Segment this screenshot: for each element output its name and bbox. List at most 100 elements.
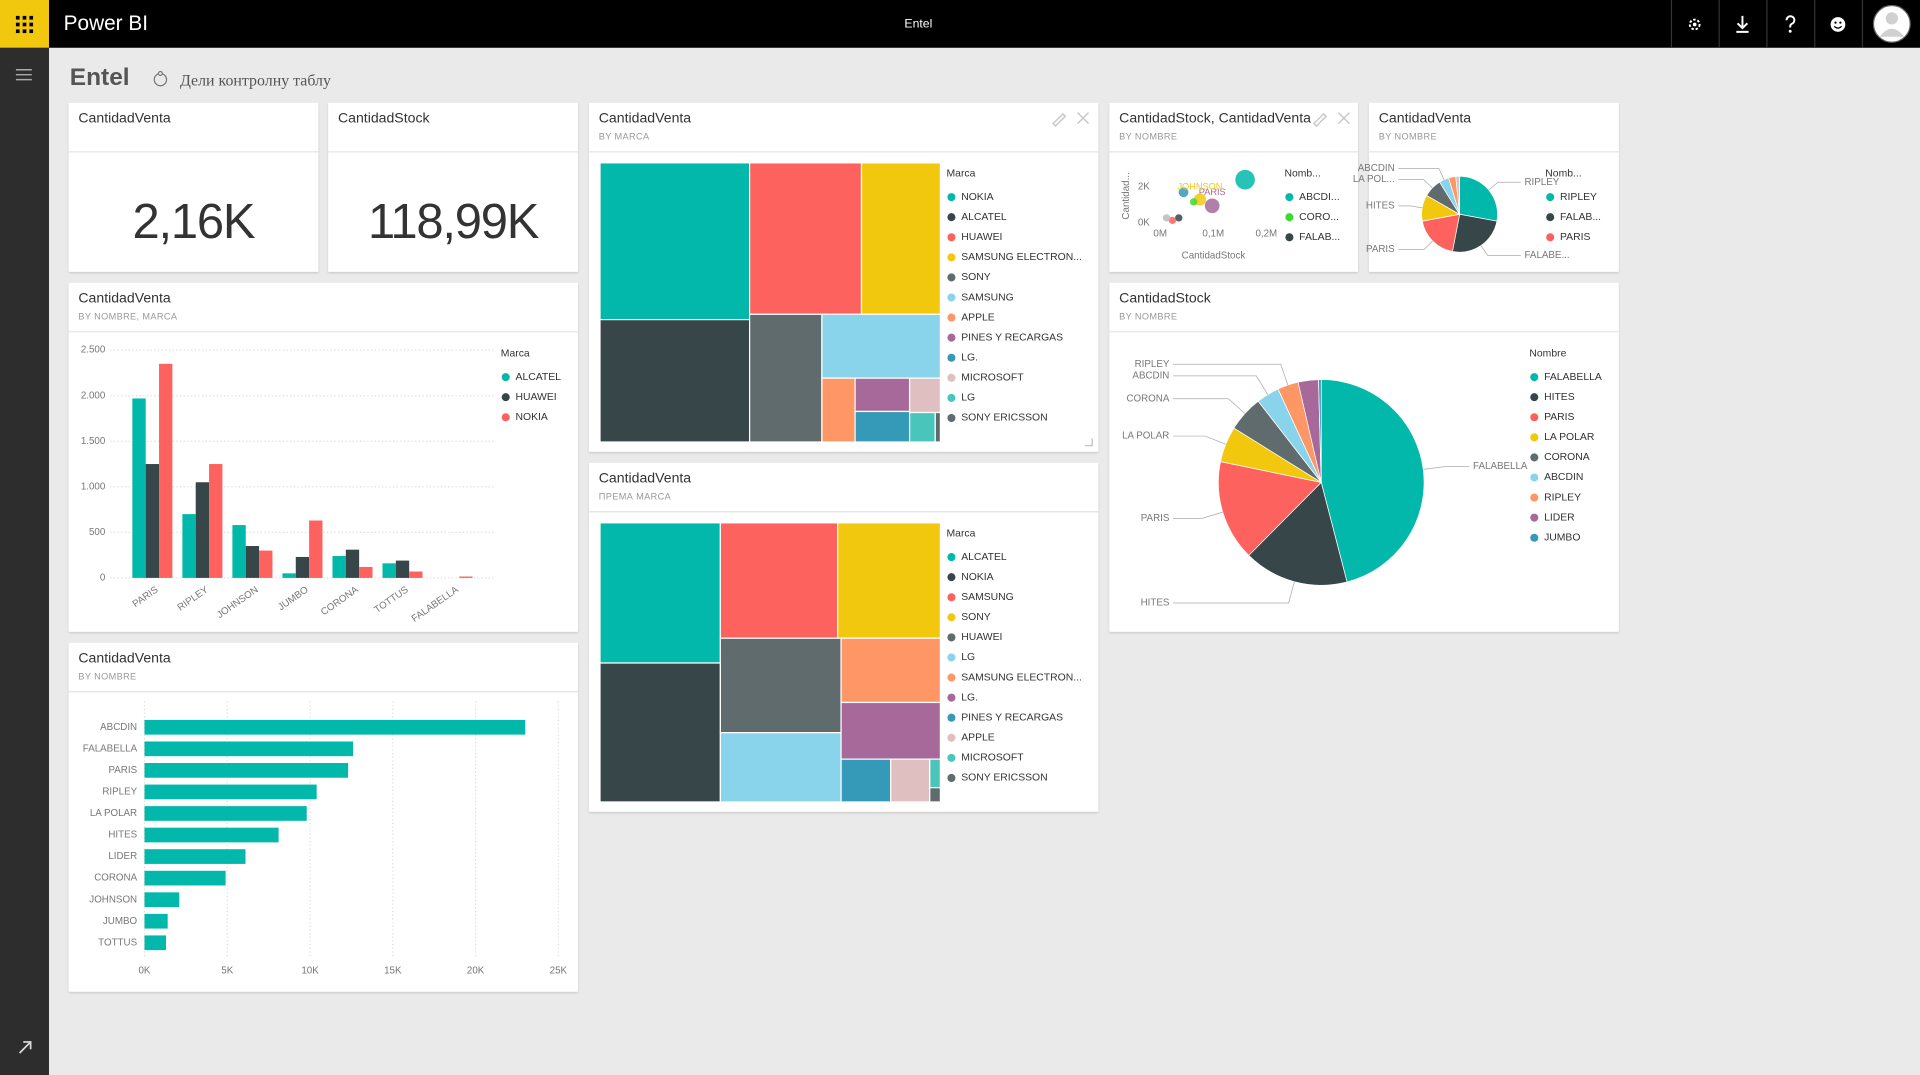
- close-icon[interactable]: [1337, 112, 1350, 125]
- resize-handle[interactable]: [1084, 438, 1093, 447]
- slice-label: ABCDIN: [1132, 370, 1169, 381]
- tile[interactable]: CantidadVenta BY MARCA Marca NOKIA ALCATEL HU…: [588, 102, 1099, 452]
- legend-marker: [947, 333, 956, 342]
- treemap-cell: [719, 522, 839, 639]
- legend-label: LG: [961, 393, 975, 404]
- legend-title: Marca: [501, 349, 530, 360]
- nav-toggle[interactable]: [15, 69, 32, 81]
- edit-icon[interactable]: [1052, 112, 1067, 128]
- tile-subtitle: BY NOMBRE, MARCA: [78, 312, 177, 322]
- x-tick-label: 25K: [550, 966, 568, 977]
- share-dashboard[interactable]: Дели контролну таблу: [180, 73, 331, 90]
- legend-label: SAMSUNG ELECTRON...: [961, 672, 1082, 683]
- bar: [145, 464, 160, 578]
- slice-label: PARIS: [1141, 513, 1170, 524]
- leader-line: [1173, 363, 1289, 386]
- legend-title: Marca: [947, 529, 976, 540]
- bar: [144, 892, 180, 908]
- legend-label: HITES: [1544, 392, 1575, 403]
- legend-marker: [1546, 193, 1555, 202]
- legend-label: MICROSOFT: [961, 753, 1024, 764]
- legend-label: LIDER: [1544, 512, 1575, 523]
- x-axis-label: CantidadStock: [1182, 250, 1246, 261]
- close-icon[interactable]: [1077, 112, 1090, 125]
- legend-title: Nombre: [1529, 349, 1566, 360]
- tile[interactable]: CantidadStock 118,99K: [328, 102, 578, 272]
- bar: [144, 806, 307, 821]
- treemap-cell: [840, 701, 942, 760]
- leader-line: [1173, 511, 1223, 519]
- tile[interactable]: CantidadVenta ПРЕМА MARCA Marca ALCATEL NOKI…: [588, 462, 1099, 812]
- treemap-cell: [821, 313, 942, 379]
- legend-marker: [1530, 473, 1539, 482]
- legend-label: CORO...: [1299, 212, 1339, 223]
- legend-marker: [1530, 413, 1539, 422]
- leader-line: [1173, 581, 1295, 604]
- legend-label: SONY ERICSSON: [961, 413, 1047, 424]
- legend-label: SAMSUNG ELECTRON...: [961, 252, 1082, 263]
- treemap-cell: [599, 319, 751, 443]
- legend-marker: [947, 193, 956, 202]
- legend-marker: [501, 373, 510, 382]
- legend-marker: [1285, 233, 1294, 242]
- bar: [282, 573, 296, 578]
- edit-icon[interactable]: [1312, 112, 1328, 128]
- treemap-cell: [719, 732, 842, 803]
- tile-background[interactable]: [68, 102, 319, 272]
- legend-marker: [947, 273, 956, 282]
- legend-marker: [947, 633, 956, 642]
- y-tick-label: JUMBO: [103, 916, 138, 927]
- app-launcher[interactable]: [0, 0, 49, 48]
- help-icon[interactable]: [1785, 15, 1796, 33]
- tile[interactable]: CantidadVenta BY NOMBRE, MARCA 0 500 1.000 1.…: [68, 282, 578, 632]
- bar: [332, 556, 346, 578]
- report-name: Entel: [904, 17, 932, 31]
- tile-subtitle: BY NOMBRE: [1119, 132, 1177, 142]
- feedback-icon[interactable]: [1830, 17, 1846, 32]
- bar: [144, 784, 317, 800]
- bar: [259, 550, 273, 578]
- legend-label: FALAB...: [1560, 212, 1601, 223]
- scatter-point: [1204, 198, 1220, 214]
- expand-icon[interactable]: [18, 1041, 32, 1054]
- legend-label: APPLE: [961, 312, 995, 323]
- treemap-cell: [908, 377, 942, 414]
- legend-label: NOKIA: [516, 412, 548, 423]
- legend-label: ALCATEL: [961, 212, 1007, 223]
- legend-marker: [947, 353, 956, 362]
- treemap-cell: [599, 522, 721, 664]
- slice-label: HITES: [1366, 200, 1395, 211]
- pie-slice: [1451, 213, 1498, 253]
- legend-marker: [1530, 373, 1539, 382]
- tile[interactable]: CantidadVenta BY NOMBRE RIPLEY FALABE... ABC…: [1353, 102, 1619, 272]
- tile-background[interactable]: [1368, 102, 1619, 272]
- legend-marker: [947, 693, 956, 702]
- pie-slice: [1218, 461, 1322, 556]
- legend-label: SAMSUNG: [961, 292, 1014, 303]
- legend-marker: [1530, 393, 1539, 402]
- settings-icon[interactable]: [1688, 18, 1701, 31]
- legend-label: LA POLAR: [1544, 432, 1595, 443]
- scatter-point: [1168, 216, 1177, 225]
- tile-title: CantidadStock, CantidadVenta: [1119, 109, 1311, 125]
- share-icon[interactable]: [153, 70, 168, 87]
- tile-background[interactable]: [328, 102, 578, 272]
- top-bar: [0, 0, 1920, 48]
- tile-background[interactable]: [1109, 102, 1358, 272]
- tile[interactable]: CantidadVenta BY NOMBRE 0K 5K 10K 15K 20K 25K AB…: [68, 642, 578, 992]
- download-icon[interactable]: [1736, 15, 1749, 33]
- account-avatar[interactable]: [1872, 4, 1911, 43]
- treemap-cell: [840, 637, 942, 704]
- legend-label: FALABELLA: [1544, 372, 1602, 383]
- tile-subtitle: ПРЕМА MARCA: [599, 492, 672, 502]
- treemap-cell: [934, 411, 942, 443]
- legend-label: ALCATEL: [516, 372, 562, 383]
- tile[interactable]: CantidadVenta 2,16K: [68, 102, 319, 272]
- y-tick-label: 500: [89, 527, 106, 538]
- top-bar-separators: [1670, 0, 1864, 48]
- legend-marker: [947, 253, 956, 262]
- app-launcher-icon[interactable]: [15, 15, 34, 34]
- treemap-cell: [860, 162, 942, 315]
